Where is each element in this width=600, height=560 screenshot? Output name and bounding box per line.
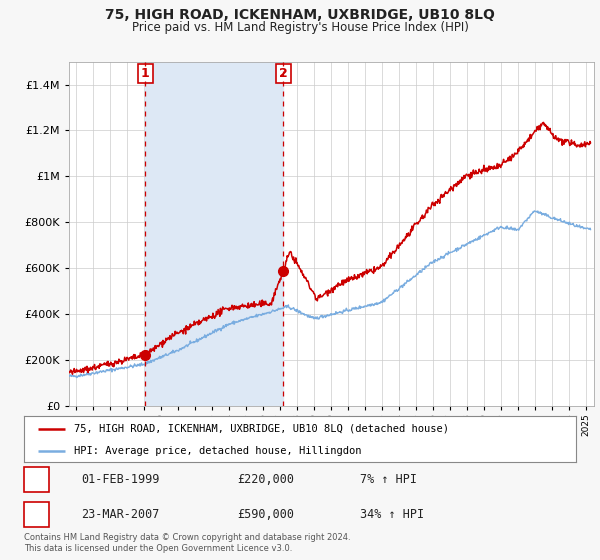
- Text: £220,000: £220,000: [237, 473, 294, 486]
- Bar: [145, 62, 283, 406]
- Text: 34% ↑ HPI: 34% ↑ HPI: [360, 508, 424, 521]
- Text: 1: 1: [141, 67, 149, 80]
- Text: 7% ↑ HPI: 7% ↑ HPI: [360, 473, 417, 486]
- Text: 1: 1: [33, 473, 40, 486]
- Text: 2: 2: [33, 508, 40, 521]
- Text: 23-MAR-2007: 23-MAR-2007: [81, 508, 160, 521]
- Text: HPI: Average price, detached house, Hillingdon: HPI: Average price, detached house, Hill…: [74, 446, 361, 455]
- Text: Price paid vs. HM Land Registry's House Price Index (HPI): Price paid vs. HM Land Registry's House …: [131, 21, 469, 34]
- Text: 75, HIGH ROAD, ICKENHAM, UXBRIDGE, UB10 8LQ: 75, HIGH ROAD, ICKENHAM, UXBRIDGE, UB10 …: [105, 8, 495, 22]
- Text: 75, HIGH ROAD, ICKENHAM, UXBRIDGE, UB10 8LQ (detached house): 75, HIGH ROAD, ICKENHAM, UXBRIDGE, UB10 …: [74, 424, 449, 434]
- Text: 01-FEB-1999: 01-FEB-1999: [81, 473, 160, 486]
- Text: Contains HM Land Registry data © Crown copyright and database right 2024.
This d: Contains HM Land Registry data © Crown c…: [24, 533, 350, 553]
- Text: £590,000: £590,000: [237, 508, 294, 521]
- Text: 2: 2: [279, 67, 288, 80]
